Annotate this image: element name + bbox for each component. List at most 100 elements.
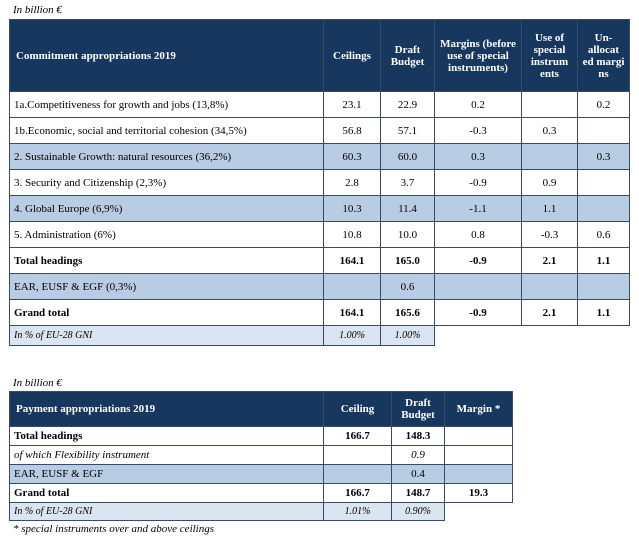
- ceilings-cell: 10.8: [323, 221, 381, 248]
- row-label: 4. Global Europe (6,9%): [9, 195, 324, 222]
- empty-cell: [435, 326, 522, 346]
- margins-cell: -0.3: [434, 117, 522, 144]
- draft-cell: 11.4: [380, 195, 435, 222]
- grand-total-row: Grand total 166.7 148.7 19.3: [9, 483, 513, 503]
- row-label: Grand total: [9, 483, 324, 503]
- row-label: Total headings: [9, 247, 324, 274]
- draft-cell: 148.7: [391, 483, 445, 503]
- special-cell: 2.1: [521, 299, 578, 326]
- row-label: 1b.Economic, social and territorial cohe…: [9, 117, 324, 144]
- row-label: Grand total: [9, 299, 324, 326]
- unallocated-cell: [577, 117, 630, 144]
- margins-cell: -1.1: [434, 195, 522, 222]
- margin-cell: [444, 426, 513, 446]
- grand-total-row: Grand total 164.1 165.6 -0.9 2.1 1.1: [9, 299, 630, 326]
- draft-cell: 1.00%: [380, 325, 435, 346]
- ceilings-cell: [323, 273, 381, 300]
- draft-cell: 165.6: [380, 299, 435, 326]
- ceiling-cell: [323, 445, 392, 465]
- draft-cell: 60.0: [380, 143, 435, 170]
- ceilings-header: Ceilings: [323, 19, 381, 92]
- ceilings-cell: 2.8: [323, 169, 381, 196]
- total-headings-row: Total headings 166.7 148.3: [9, 426, 513, 446]
- total-headings-row: Total headings 164.1 165.0 -0.9 2.1 1.1: [9, 247, 630, 274]
- table-row: of which Flexibility instrument 0.9: [9, 445, 513, 465]
- draft-budget-header: Draft Budget: [391, 391, 445, 427]
- draft-cell: 0.90%: [391, 502, 445, 521]
- payment-table: Payment appropriations 2019 Ceiling Draf…: [9, 391, 513, 521]
- payment-header-row: Payment appropriations 2019 Ceiling Draf…: [9, 391, 513, 427]
- table-row: 2. Sustainable Growth: natural resources…: [9, 143, 630, 170]
- special-instruments-header: Use of special instrum ents: [521, 19, 578, 92]
- margin-header: Margin *: [444, 391, 513, 427]
- table-row: EAR, EUSF & EGF (0,3%) 0.6: [9, 273, 630, 300]
- draft-cell: 10.0: [380, 221, 435, 248]
- special-cell: [521, 91, 578, 118]
- ceiling-cell: 166.7: [323, 426, 392, 446]
- row-label: 2. Sustainable Growth: natural resources…: [9, 143, 324, 170]
- draft-cell: 57.1: [380, 117, 435, 144]
- unallocated-cell: 0.3: [577, 143, 630, 170]
- ceilings-cell: 10.3: [323, 195, 381, 222]
- row-label: In % of EU-28 GNI: [9, 325, 324, 346]
- commitment-table: Commitment appropriations 2019 Ceilings …: [9, 19, 630, 346]
- draft-cell: 165.0: [380, 247, 435, 274]
- table-row: 5. Administration (6%) 10.8 10.0 0.8 -0.…: [9, 221, 630, 248]
- ceiling-cell: 1.01%: [323, 502, 392, 521]
- payment-title-header: Payment appropriations 2019: [9, 391, 324, 427]
- unallocated-cell: 0.2: [577, 91, 630, 118]
- draft-cell: 148.3: [391, 426, 445, 446]
- ceilings-cell: 23.1: [323, 91, 381, 118]
- ceilings-cell: 56.8: [323, 117, 381, 144]
- special-cell: 0.3: [521, 117, 578, 144]
- special-cell: 1.1: [521, 195, 578, 222]
- empty-cell: [578, 326, 630, 346]
- unallocated-cell: [577, 195, 630, 222]
- margins-cell: -0.9: [434, 299, 522, 326]
- unallocated-cell: 0.6: [577, 221, 630, 248]
- row-label: of which Flexibility instrument: [9, 445, 324, 465]
- margins-header: Margins (before use of special instrumen…: [434, 19, 522, 92]
- empty-cell: [445, 503, 513, 521]
- table-row: 1a.Competitiveness for growth and jobs (…: [9, 91, 630, 118]
- margin-cell: [444, 445, 513, 465]
- special-cell: 0.9: [521, 169, 578, 196]
- margin-cell: 19.3: [444, 483, 513, 503]
- unallocated-cell: [577, 273, 630, 300]
- special-cell: -0.3: [521, 221, 578, 248]
- unallocated-cell: 1.1: [577, 247, 630, 274]
- draft-cell: 0.6: [380, 273, 435, 300]
- ceiling-cell: [323, 464, 392, 484]
- special-cell: [521, 143, 578, 170]
- table-row: 4. Global Europe (6,9%) 10.3 11.4 -1.1 1…: [9, 195, 630, 222]
- margins-cell: 0.8: [434, 221, 522, 248]
- draft-budget-header: Draft Budget: [380, 19, 435, 92]
- table-row: 1b.Economic, social and territorial cohe…: [9, 117, 630, 144]
- table-row: EAR, EUSF & EGF 0.4: [9, 464, 513, 484]
- margins-cell: -0.9: [434, 247, 522, 274]
- special-cell: [521, 273, 578, 300]
- unallocated-cell: 1.1: [577, 299, 630, 326]
- draft-cell: 22.9: [380, 91, 435, 118]
- footnote: * special instruments over and above cei…: [13, 523, 215, 535]
- payment-unit-label: In billion €: [13, 377, 62, 389]
- ceilings-cell: 1.00%: [323, 325, 381, 346]
- empty-cell: [522, 326, 578, 346]
- ceilings-cell: 60.3: [323, 143, 381, 170]
- margin-cell: [444, 464, 513, 484]
- row-label: EAR, EUSF & EGF (0,3%): [9, 273, 324, 300]
- ceilings-cell: 164.1: [323, 299, 381, 326]
- row-label: 1a.Competitiveness for growth and jobs (…: [9, 91, 324, 118]
- gni-percent-row: In % of EU-28 GNI 1.01% 0.90%: [9, 502, 513, 521]
- row-label: 3. Security and Citizenship (2,3%): [9, 169, 324, 196]
- gni-percent-row: In % of EU-28 GNI 1.00% 1.00%: [9, 325, 630, 346]
- row-label: In % of EU-28 GNI: [9, 502, 324, 521]
- ceilings-cell: 164.1: [323, 247, 381, 274]
- margins-cell: 0.2: [434, 91, 522, 118]
- margins-cell: [434, 273, 522, 300]
- commitment-header-row: Commitment appropriations 2019 Ceilings …: [9, 19, 630, 92]
- draft-cell: 0.9: [391, 445, 445, 465]
- row-label: EAR, EUSF & EGF: [9, 464, 324, 484]
- margins-cell: 0.3: [434, 143, 522, 170]
- row-label: Total headings: [9, 426, 324, 446]
